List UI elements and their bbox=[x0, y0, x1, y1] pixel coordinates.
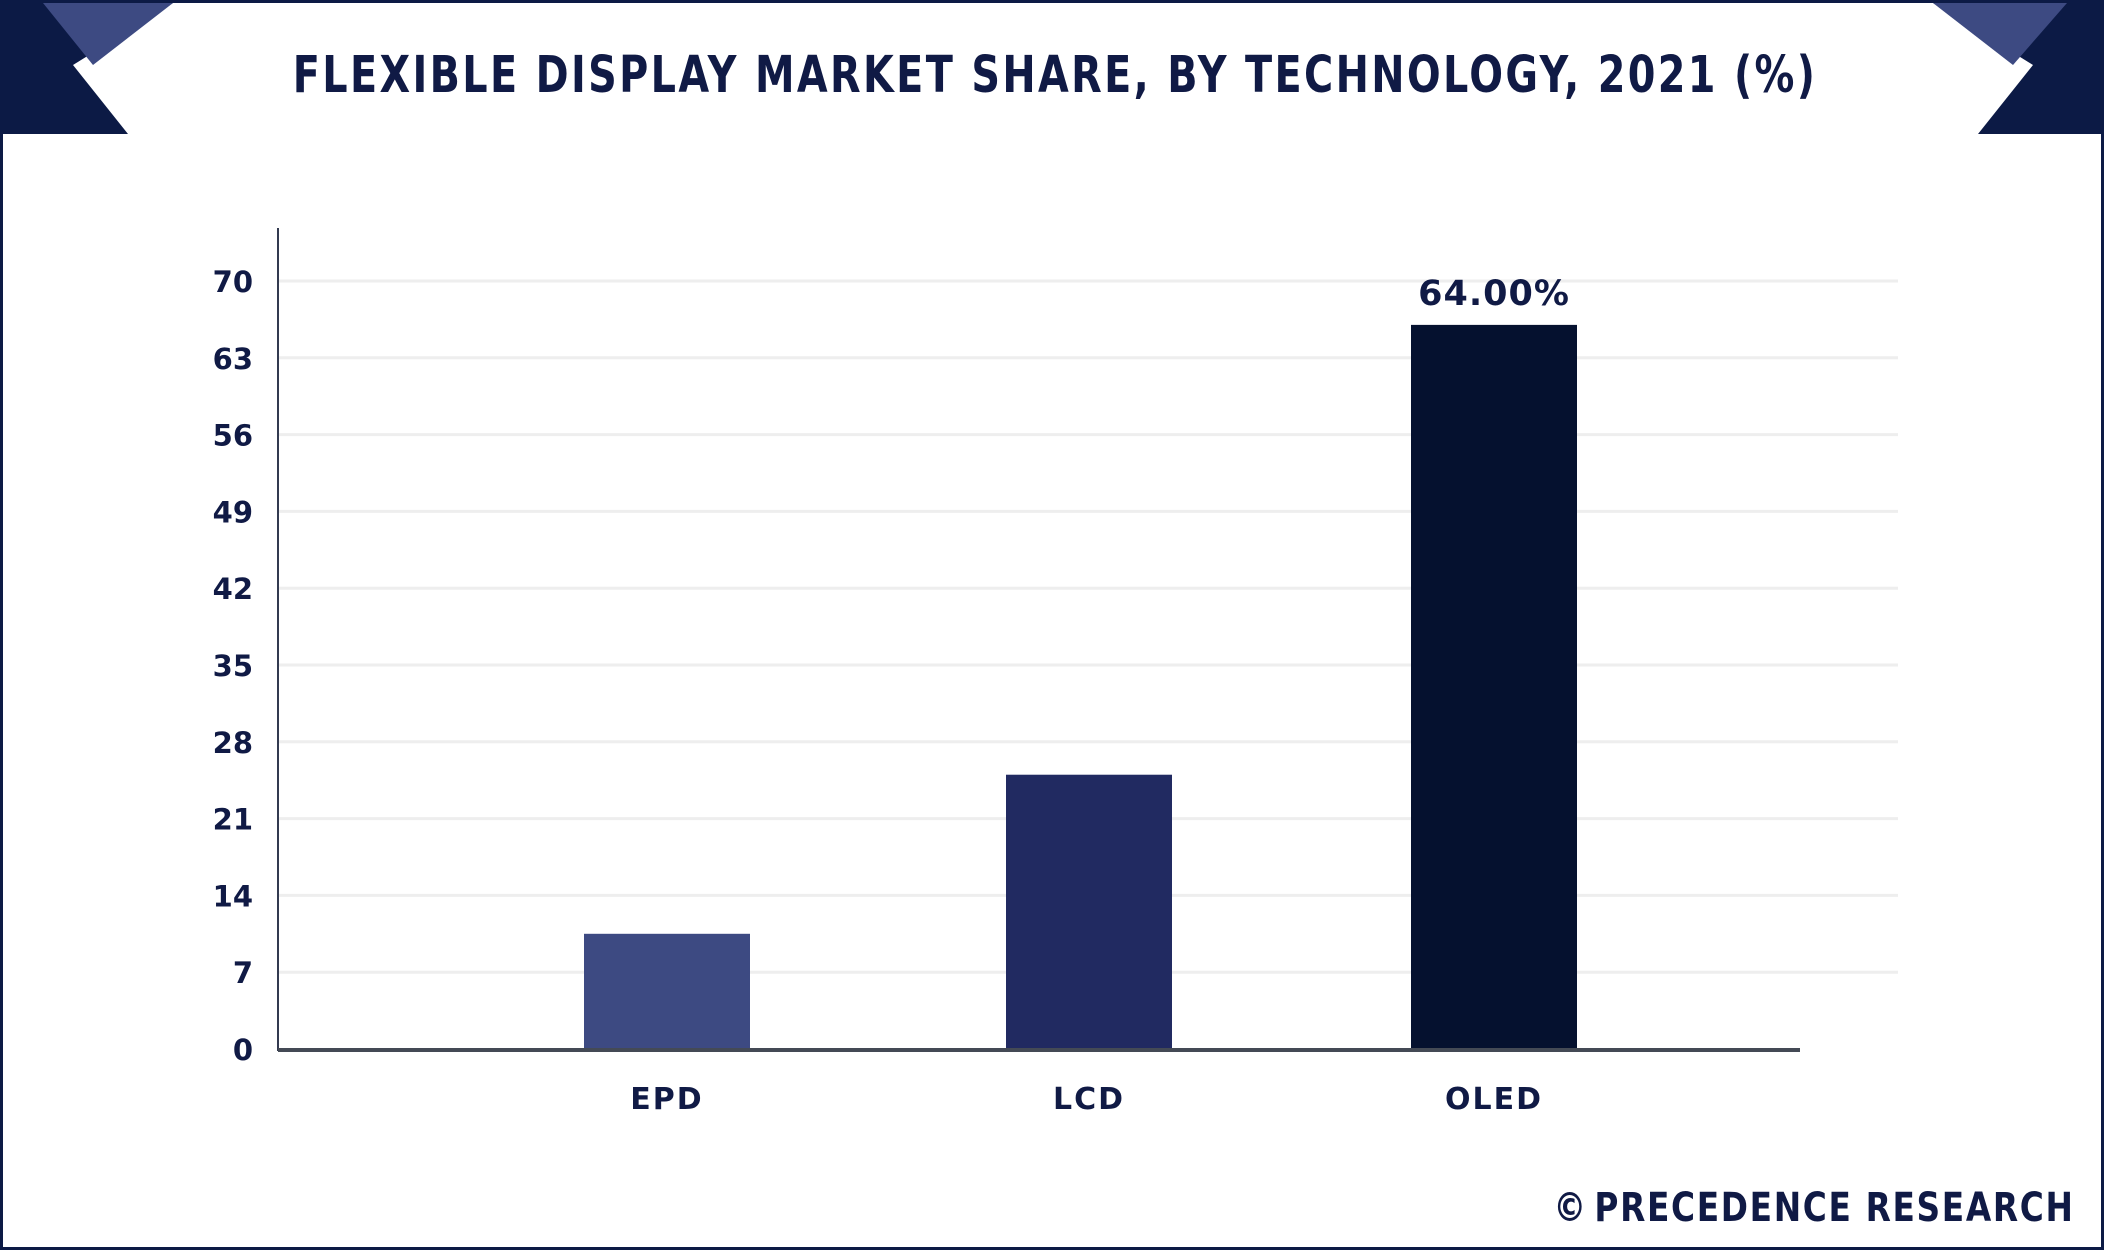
banner-accent-left bbox=[43, 3, 173, 65]
y-tick-label: 7 bbox=[233, 956, 253, 990]
brand-watermark: © PRECEDENCE RESEARCH bbox=[1554, 1185, 2075, 1231]
y-tick-label: 63 bbox=[213, 342, 253, 376]
y-tick-label: 42 bbox=[213, 572, 253, 606]
y-tick-label: 56 bbox=[213, 419, 253, 453]
y-tick-label: 14 bbox=[213, 879, 253, 913]
bar-oled bbox=[1411, 324, 1577, 1049]
axes bbox=[277, 228, 1800, 1052]
x-category-label: EPD bbox=[630, 1082, 703, 1117]
banner-decoration bbox=[3, 3, 2101, 134]
y-tick-label: 35 bbox=[213, 649, 253, 683]
banner-plate bbox=[73, 3, 2033, 134]
x-category-label: LCD bbox=[1053, 1082, 1125, 1117]
brand-name: PRECEDENCE RESEARCH bbox=[1594, 1185, 2075, 1231]
title-banner: FLEXIBLE DISPLAY MARKET SHARE, BY TECHNO… bbox=[3, 3, 2101, 134]
banner-accent-right bbox=[1933, 3, 2067, 65]
bar-epd bbox=[584, 933, 750, 1049]
x-category-label: OLED bbox=[1445, 1082, 1543, 1117]
y-tick-label: 0 bbox=[233, 1033, 253, 1067]
y-tick-label: 28 bbox=[213, 726, 253, 760]
bars bbox=[584, 324, 1577, 1049]
bar-chart: 0 7 14 21 28 35 42 49 56 63 70 EPD LCD OLED 64.00% bbox=[213, 228, 1898, 1117]
x-axis-categories: EPD LCD OLED bbox=[630, 1082, 1543, 1117]
y-tick-label: 70 bbox=[213, 265, 253, 299]
y-tick-label: 21 bbox=[213, 803, 253, 837]
y-axis-ticks: 0 7 14 21 28 35 42 49 56 63 70 bbox=[213, 265, 253, 1067]
y-tick-label: 49 bbox=[213, 495, 253, 529]
chart-title: FLEXIBLE DISPLAY MARKET SHARE, BY TECHNO… bbox=[292, 46, 1818, 105]
data-labels: 64.00% bbox=[1418, 274, 1570, 314]
data-label-oled: 64.00% bbox=[1418, 274, 1570, 314]
bar-lcd bbox=[1006, 774, 1172, 1049]
copyright-icon: © bbox=[1553, 1185, 1589, 1231]
